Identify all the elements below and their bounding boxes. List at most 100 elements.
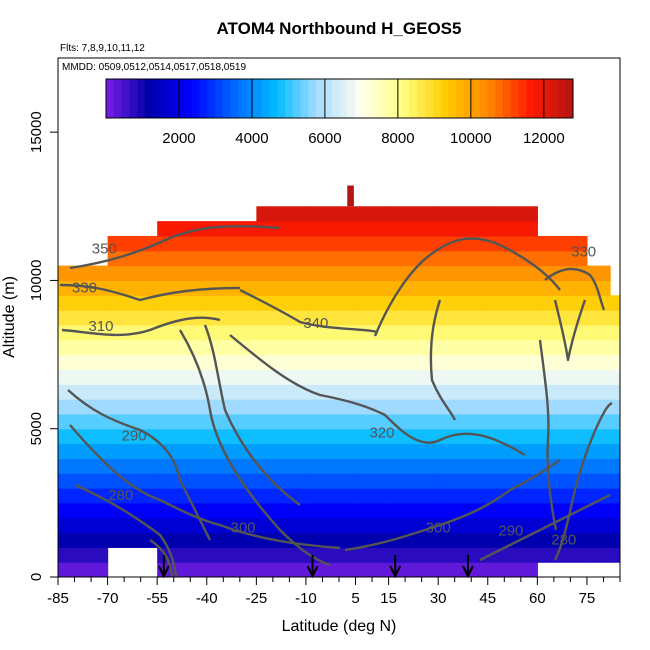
contour-line-320-vertical — [203, 324, 301, 506]
heatmap-cell — [438, 547, 489, 563]
colorbar-segment — [479, 79, 488, 118]
heatmap-cell — [157, 488, 208, 504]
colorbar-segment — [362, 79, 372, 118]
x-tick-label: 75 — [579, 590, 596, 607]
heatmap-cell — [256, 443, 307, 459]
heatmap-cell — [256, 250, 307, 267]
heatmap-cell — [438, 384, 489, 400]
colorbar-segment — [417, 79, 426, 118]
heatmap-cell — [305, 339, 357, 356]
heatmap-cell — [537, 295, 588, 311]
heatmap-cell — [388, 473, 439, 489]
x-tick-label: -55 — [146, 590, 168, 607]
heatmap-cell — [610, 295, 620, 311]
colorbar-segment — [323, 79, 333, 118]
contour-label: 350 — [92, 241, 117, 258]
heatmap-cell — [58, 532, 109, 548]
heatmap-cell — [157, 339, 208, 356]
heatmap-cell — [610, 443, 620, 459]
heatmap-cell — [388, 399, 439, 415]
heatmap-cell — [586, 369, 611, 385]
heatmap-cell — [438, 369, 489, 385]
colorbar-segment — [347, 79, 356, 118]
heatmap-cell — [107, 310, 158, 326]
heatmap-cell — [305, 458, 357, 474]
heatmap-cell — [537, 517, 588, 534]
heatmap-cell — [157, 532, 208, 548]
heatmap-cell — [157, 235, 208, 252]
heatmap-cell — [586, 310, 611, 326]
heatmap-cell — [537, 428, 588, 445]
heatmap-cell — [305, 295, 357, 311]
heatmap-cell — [256, 502, 307, 519]
heatmap-cell — [487, 354, 538, 370]
heatmap-cell — [355, 265, 390, 282]
contour-label: 280 — [108, 487, 133, 504]
heatmap-cell — [586, 324, 611, 341]
heatmap-cell — [157, 265, 208, 282]
heatmap-cell — [107, 532, 158, 548]
heatmap-cell — [537, 339, 588, 356]
contour-label: 320 — [369, 425, 394, 442]
contour-labels: 350 330 310 340 320 290 280 300 300 290 280 330 — [72, 241, 596, 549]
heatmap-cell — [610, 369, 620, 385]
heatmap-cell — [537, 310, 588, 326]
heatmap-cell — [355, 502, 390, 519]
heatmap-cell — [586, 295, 611, 311]
heatmap-cell — [388, 488, 439, 504]
heatmap-cell — [487, 295, 538, 311]
heatmap-cell — [305, 562, 357, 577]
colorbar-segment — [432, 79, 442, 118]
heatmap-cell — [438, 562, 489, 577]
heatmap-cell — [487, 250, 538, 267]
colorbar-segment — [277, 79, 286, 118]
heatmap-cell — [438, 250, 489, 267]
heatmap-cell — [586, 473, 611, 489]
heatmap-cell — [206, 473, 257, 489]
contour-label: 330 — [571, 244, 596, 261]
contour-line-310 — [61, 316, 221, 337]
colorbar-segment — [565, 79, 574, 118]
heatmap-cell — [107, 399, 158, 415]
heatmap-cell — [305, 443, 357, 459]
heatmap-cell — [58, 295, 109, 311]
heatmap-cell — [157, 221, 208, 237]
heatmap-cell — [438, 280, 489, 296]
colorbar-segment — [464, 79, 473, 118]
contour-label: 280 — [551, 531, 576, 548]
heatmap-cell — [537, 280, 588, 296]
heatmap-cell — [107, 502, 158, 519]
contour-line-north-upper — [544, 267, 606, 311]
heatmap-cell — [537, 235, 588, 252]
heatmap-cell — [610, 428, 620, 445]
heatmap-cell — [586, 280, 611, 296]
heatmap-cell — [355, 547, 390, 563]
heatmap-cell — [438, 354, 489, 370]
heatmap-cell — [388, 265, 439, 282]
heatmap-cell — [438, 295, 489, 311]
heatmap-cell — [107, 354, 158, 370]
heatmap-cell — [355, 354, 390, 370]
heatmap-cell — [256, 547, 307, 563]
y-axis-label: Altitude (m) — [1, 276, 18, 358]
colorbar-segment — [121, 79, 130, 118]
heatmap-cell — [305, 280, 357, 296]
x-tick-label: -70 — [97, 590, 119, 607]
heatmap-cell — [438, 413, 489, 430]
colorbar-segment — [331, 79, 340, 118]
heatmap-cell — [58, 502, 109, 519]
heatmap-cell — [487, 458, 538, 474]
heatmap-cell — [487, 384, 538, 400]
heatmap-cell — [388, 221, 439, 237]
contour-line-340b — [373, 237, 561, 337]
heatmap-cell — [206, 399, 257, 415]
heatmap-cell — [305, 221, 357, 237]
flight-arrows — [157, 555, 474, 579]
heatmap-cell — [58, 547, 109, 563]
colorbar-ticks: 2000 4000 6000 8000 10000 12000 — [162, 79, 565, 147]
heatmap-cell — [388, 369, 439, 385]
x-tick-label: -10 — [295, 590, 317, 607]
heatmap-cell — [58, 384, 109, 400]
y-tick-label: 15000 — [28, 111, 45, 153]
